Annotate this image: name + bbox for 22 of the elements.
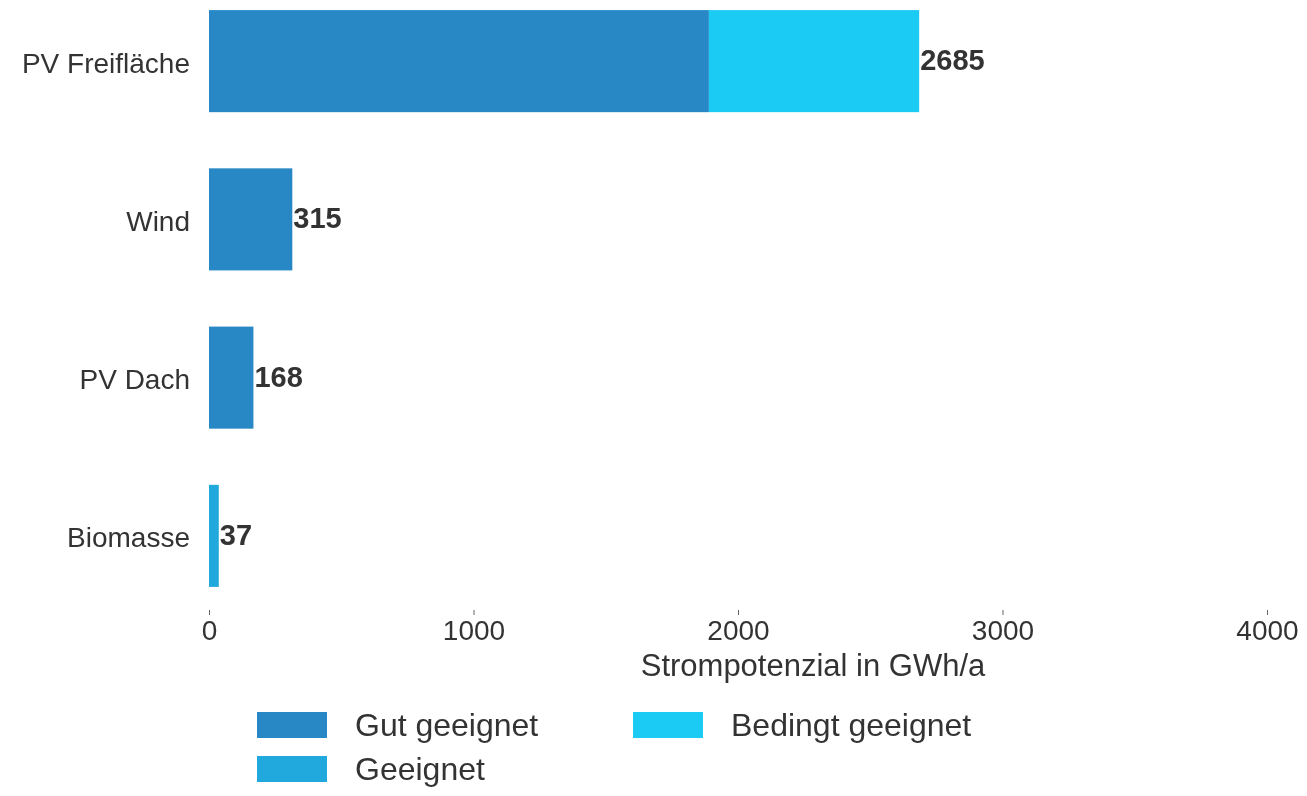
bar — [209, 10, 709, 113]
total-label: 168 — [254, 360, 303, 393]
bar — [209, 484, 219, 587]
bar — [708, 10, 920, 113]
bar — [209, 326, 254, 429]
x-tick-label: 1000 — [442, 614, 506, 646]
total-label: 37 — [219, 518, 253, 551]
x-tick-label: 4000 — [1236, 614, 1299, 646]
y-tick-label: PV Freifläche — [21, 47, 190, 79]
total-label: 315 — [293, 202, 342, 235]
total-label: 2685 — [920, 44, 985, 77]
x-tick-label: 2000 — [707, 614, 770, 646]
y-tick-label: PV Dach — [79, 364, 190, 396]
x-tick-label: 0 — [201, 614, 218, 646]
legend-label: Bedingt geeignet — [731, 707, 972, 743]
legend-label: Geeignet — [355, 751, 485, 787]
y-tick-label: Biomasse — [67, 522, 190, 554]
x-axis-title: Strompotenzial in GWh/a — [640, 647, 987, 683]
y-tick-label: Wind — [126, 205, 190, 237]
legend-label: Gut geeignet — [355, 707, 539, 743]
x-tick-label: 3000 — [971, 614, 1035, 646]
bar — [209, 168, 293, 271]
